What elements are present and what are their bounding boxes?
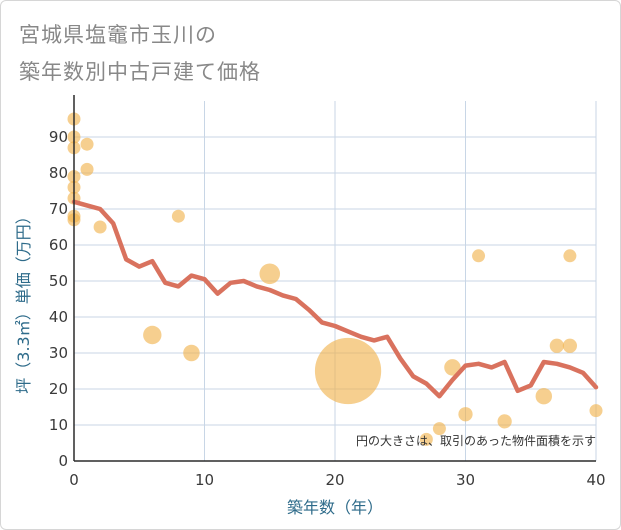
bubble-point <box>535 387 553 405</box>
bubble-point <box>314 337 382 405</box>
axes: 0 10 20 30 40 50 60 70 80 90 0 10 20 30 40 <box>49 95 606 489</box>
bubble-point <box>419 432 433 446</box>
chart-title-line-1: 宮城県塩竈市玉川の <box>19 23 217 47</box>
x-tick-label: 0 <box>69 471 79 489</box>
bubble-point <box>143 325 162 345</box>
y-tick-label: 40 <box>49 308 68 326</box>
bubble-point <box>549 338 564 353</box>
trend-line <box>71 199 599 399</box>
bubble-point <box>432 422 446 436</box>
x-tick-label: 20 <box>325 471 344 489</box>
x-tick-label: 10 <box>195 471 214 489</box>
bubble-point <box>259 263 281 285</box>
bubble-point <box>472 249 486 263</box>
y-tick-label: 70 <box>49 200 68 218</box>
bubble-point <box>562 338 578 353</box>
y-tick-label: 10 <box>49 416 68 434</box>
y-axis-title: 坪（3.3㎡）単価（万円） <box>14 208 33 393</box>
y-tick-label: 0 <box>58 452 68 470</box>
y-tick-label: 80 <box>49 164 68 182</box>
bubble-size-note: 円の大きさは、取引のあった物件面積を示す <box>356 433 596 448</box>
bubble-point <box>80 162 94 176</box>
bubble-series <box>67 112 603 446</box>
y-tick-label: 20 <box>49 380 68 398</box>
trend-series <box>71 199 599 399</box>
bubble-point <box>563 249 577 263</box>
y-tick-label: 90 <box>49 128 68 146</box>
bubble-point <box>444 359 461 376</box>
x-tick-label: 40 <box>586 471 605 489</box>
y-tick-label: 60 <box>49 236 68 254</box>
bubble-point <box>183 344 200 362</box>
bubble-point <box>93 220 107 234</box>
grid <box>74 101 597 461</box>
x-axis-title: 築年数（年） <box>287 498 383 517</box>
bubble-point <box>589 404 603 418</box>
bubble-point <box>80 137 94 151</box>
chart-title-line-2: 築年数別中古戸建て価格 <box>19 60 261 84</box>
x-tick-label: 30 <box>456 471 475 489</box>
bubble-point <box>497 414 512 429</box>
y-tick-label: 50 <box>49 272 68 290</box>
bubble-point <box>458 407 473 422</box>
bubble-point <box>171 209 185 223</box>
y-tick-label: 30 <box>49 344 68 362</box>
